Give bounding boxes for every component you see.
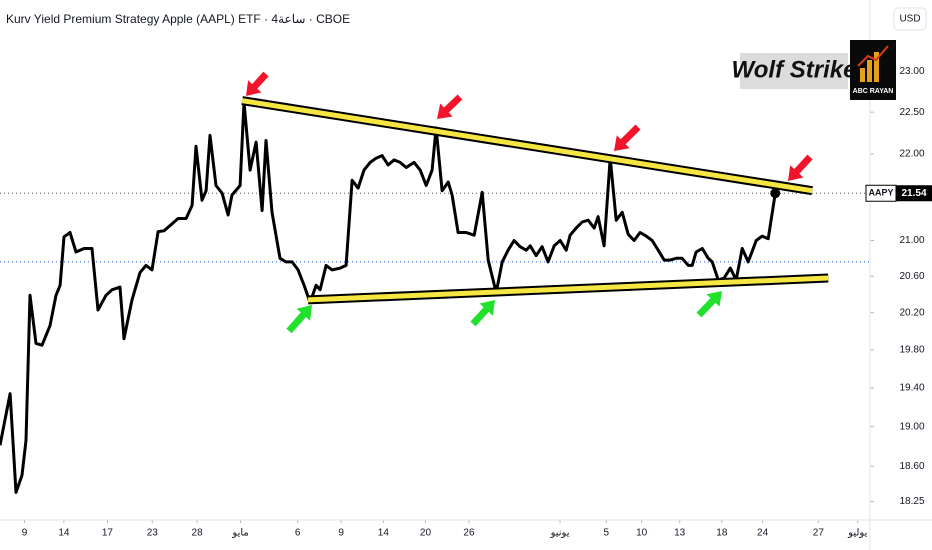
logo-brand: ABC RAYAN [853,88,894,95]
x-tick-label: 10 [636,528,648,539]
x-tick-label: 9 [338,528,344,539]
currency-button[interactable] [893,7,927,31]
y-tick-label: 22.00 [899,149,924,160]
x-tick-label: يونيو [550,528,570,539]
x-tick-label: يوليو [847,528,867,539]
y-tick-label: 21.00 [899,235,924,246]
logo-bar [874,52,879,82]
y-tick-label: 22.50 [899,107,924,118]
x-tick-label: 24 [757,528,769,539]
annotation-arrow [470,300,495,327]
last-point [770,188,781,199]
price-label: 21.54 [901,188,926,199]
grid-layer: 23.00 22.50 22.00 21.00 20.60 20.20 19.80 19.40… [0,66,925,539]
x-tick-label: 14 [58,528,70,539]
price-tag [896,185,932,202]
annotation-arrow [788,154,813,181]
x-tick-label: 23 [147,528,159,539]
logo-bar [867,60,872,82]
x-tick-label: 6 [295,528,301,539]
chart-title: Kurv Yield Premium Strategy Apple (AAPL)… [6,12,350,26]
x-tick-label: 14 [378,528,390,539]
x-tick-label: 17 [102,528,114,539]
logo-banner [740,53,848,89]
price-line [0,100,777,494]
annotation-arrow [614,124,641,151]
y-tick-label: 20.20 [899,307,924,318]
y-tick-label: 19.80 [899,345,924,356]
y-tick-label: 18.25 [899,496,924,507]
logo-arrow [857,45,889,67]
x-tick-label: مايو [231,528,248,539]
annotation-arrow [246,71,269,96]
x-tick-label: 26 [463,528,475,539]
currency[interactable]: USD [899,14,920,25]
logo-title: Wolf Strike [732,56,857,83]
x-tick-label: 18 [716,528,728,539]
x-tick-label: 9 [22,528,28,539]
trendline [241,98,813,194]
y-tick-label: 20.60 [899,271,924,282]
x-tick-label: 28 [192,528,204,539]
x-tick-label: 27 [813,528,825,539]
x-tick-label: 20 [420,528,432,539]
overlay-layer: AAPY 21.54 [246,71,932,334]
y-tick-label: 23.00 [899,66,924,77]
logo-box [850,40,896,100]
plot-layer [0,96,829,494]
symbol-label: AAPY [868,188,893,198]
x-tick-label: 13 [674,528,686,539]
y-tick-label: 19.00 [899,421,924,432]
trendline [307,275,829,303]
annotation-arrow [696,291,722,318]
y-tick-label: 19.40 [899,383,924,394]
y-tick-label: 18.60 [899,461,924,472]
annotation-arrow [286,305,312,334]
logo-bar [860,68,865,82]
annotation-arrow [437,94,463,119]
x-tick-label: 5 [604,528,610,539]
